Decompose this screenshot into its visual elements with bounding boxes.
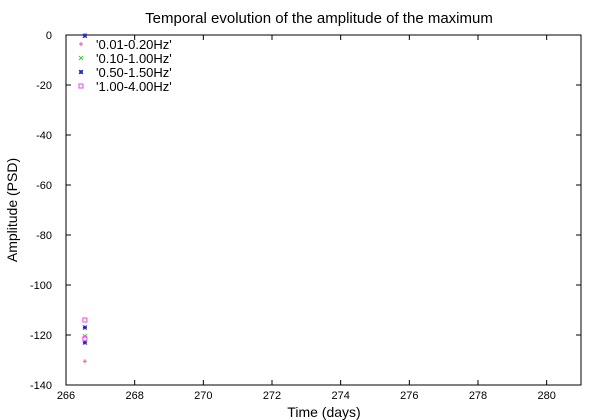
data-point [82,317,88,323]
data-point [82,336,88,342]
legend-item: '0.10-1.00Hz' [78,51,172,66]
x-tick-label: 278 [469,390,487,402]
x-tick-label: 280 [537,390,555,402]
legend-item: '1.00-4.00Hz' [78,79,172,94]
legend-label: '0.01-0.20Hz' [96,37,172,52]
y-tick-label: -120 [30,330,52,342]
legend-label: '0.10-1.00Hz' [96,51,172,66]
legend-marker [78,83,84,89]
y-tick-label: -60 [36,180,52,192]
y-tick-label: -80 [36,230,52,242]
y-tick-label: -40 [36,130,52,142]
data-point [82,33,88,39]
legend: '0.01-0.20Hz''0.10-1.00Hz''0.50-1.50Hz''… [78,37,172,94]
legend-item: '0.01-0.20Hz' [79,37,172,52]
x-axis-label: Time (days) [287,404,360,420]
data-point [82,359,87,364]
x-tick-label: 266 [57,390,75,402]
data-point [82,325,88,330]
x-tick-label: 276 [400,390,418,402]
chart-title: Temporal evolution of the amplitude of t… [145,10,493,27]
plot-area [65,34,582,386]
y-axis-label: Amplitude (PSD) [4,158,20,262]
axis-ticks: 266 268 270 272 274 276 278 280 0 -20 -40 -60 -80 -10… [30,30,581,402]
legend-item: '0.50-1.50Hz' [78,65,172,80]
x-tick-label: 270 [194,390,212,402]
data-points [82,33,88,364]
y-tick-label: 0 [46,30,52,42]
y-tick-label: -20 [36,80,52,92]
legend-marker [79,42,83,46]
x-tick-label: 272 [263,390,281,402]
x-tick-label: 268 [125,390,143,402]
x-tick-label: 274 [331,390,349,402]
legend-marker [78,55,84,61]
legend-label: '0.50-1.50Hz' [96,65,172,80]
y-tick-label: -140 [30,380,52,392]
legend-marker [78,69,84,75]
legend-label: '1.00-4.00Hz' [96,79,172,94]
y-tick-label: -100 [30,280,52,292]
